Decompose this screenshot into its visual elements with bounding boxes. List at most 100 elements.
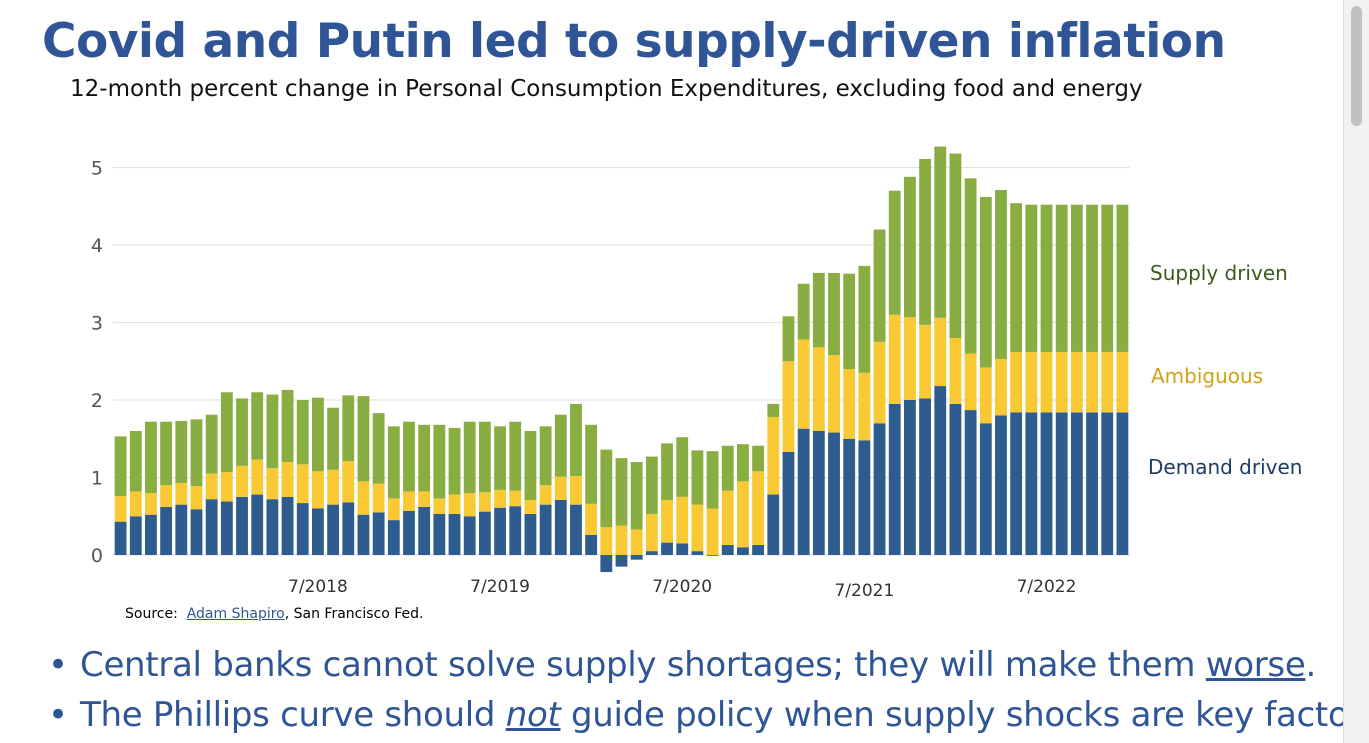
bar-ambiguous <box>372 483 385 513</box>
bar-demand <box>1086 412 1098 555</box>
bar-demand <box>964 410 977 555</box>
bar-ambiguous <box>797 339 810 429</box>
bar-ambiguous <box>630 529 643 555</box>
bar-ambiguous <box>327 469 340 505</box>
bar-demand <box>114 521 127 555</box>
bullet-dot: • <box>48 645 68 685</box>
scrollbar-thumb[interactable] <box>1351 6 1362 126</box>
bar-demand <box>721 544 734 555</box>
bar-ambiguous <box>767 417 780 495</box>
bar-ambiguous <box>661 499 673 543</box>
bar-supply <box>1055 204 1068 352</box>
bar-ambiguous <box>979 367 992 424</box>
bar-supply <box>342 395 355 462</box>
bar-supply <box>797 283 810 340</box>
bullet-emphasis: not <box>505 695 561 735</box>
bar-supply <box>1070 204 1083 352</box>
bar-demand <box>828 432 840 555</box>
bar-ambiguous <box>585 503 598 535</box>
bar-supply <box>919 158 932 325</box>
bar-demand <box>327 504 340 555</box>
bar-demand <box>782 451 795 555</box>
bar-demand <box>524 513 537 555</box>
bar-supply <box>236 398 248 466</box>
bar-ambiguous <box>858 372 871 441</box>
source-prefix: Source: <box>125 606 178 622</box>
bar-demand <box>858 440 871 555</box>
bar-demand <box>676 543 689 555</box>
bar-ambiguous <box>311 471 324 509</box>
bullet-text: Central banks cannot solve supply shorta… <box>80 645 1206 685</box>
bar-supply <box>327 407 340 470</box>
legend-supply-driven: Supply driven <box>1150 261 1288 285</box>
bar-supply <box>615 458 628 526</box>
bar-supply <box>220 392 233 473</box>
legend-ambiguous: Ambiguous <box>1151 364 1264 388</box>
y-tick-label: 2 <box>91 390 103 412</box>
bar-demand <box>1070 412 1083 555</box>
bar-demand <box>554 499 567 555</box>
bar-supply <box>175 420 188 483</box>
bar-ambiguous <box>509 490 522 507</box>
bar-demand <box>1040 412 1053 555</box>
bar-ambiguous <box>220 472 233 502</box>
bullet-emphasis: worse <box>1205 645 1306 685</box>
bar-supply <box>645 456 658 514</box>
bar-ambiguous <box>752 471 765 545</box>
bar-supply <box>706 451 719 509</box>
bar-ambiguous <box>281 462 294 497</box>
bar-ambiguous <box>1086 351 1098 413</box>
bar-supply <box>585 424 598 504</box>
chart-subtitle: 12-month percent change in Personal Cons… <box>70 76 1143 102</box>
bar-supply <box>448 427 461 495</box>
bar-ambiguous <box>691 504 704 552</box>
bar-supply <box>296 400 309 465</box>
bar-demand <box>645 551 658 555</box>
bar-demand <box>995 415 1007 555</box>
bar-demand <box>752 544 765 555</box>
bar-ambiguous <box>478 492 491 512</box>
bar-supply <box>737 444 749 482</box>
bar-demand <box>600 555 613 573</box>
bar-demand <box>448 513 461 555</box>
bar-supply <box>509 421 522 491</box>
bar-ambiguous <box>1040 351 1053 413</box>
bar-demand <box>175 504 188 555</box>
bar-ambiguous <box>251 459 264 495</box>
bar-supply <box>752 445 765 472</box>
bar-demand <box>691 551 704 555</box>
bar-supply <box>888 190 901 315</box>
slide-title: Covid and Putin led to supply-driven inf… <box>42 14 1226 69</box>
bar-demand <box>630 555 643 560</box>
bar-demand <box>615 555 628 567</box>
bar-supply <box>995 189 1007 359</box>
bar-supply <box>205 414 218 474</box>
bar-supply <box>524 431 537 500</box>
bar-demand <box>706 555 719 556</box>
bar-demand <box>903 400 916 555</box>
bar-ambiguous <box>296 464 309 504</box>
bar-supply <box>949 153 962 338</box>
bar-demand <box>1116 412 1129 555</box>
bar-supply <box>190 419 203 487</box>
bar-supply <box>782 316 795 362</box>
bar-supply <box>1040 204 1053 352</box>
bar-supply <box>873 229 886 342</box>
source-author-link[interactable]: Adam Shapiro <box>186 606 285 622</box>
bar-ambiguous <box>919 324 932 399</box>
bar-supply <box>1101 204 1114 352</box>
bar-supply <box>433 424 446 499</box>
y-tick-label: 5 <box>91 158 103 180</box>
bar-demand <box>979 423 992 555</box>
bar-supply <box>934 146 947 318</box>
bar-ambiguous <box>357 481 370 515</box>
bar-supply <box>251 392 264 460</box>
bar-supply <box>463 421 476 493</box>
bar-supply <box>964 178 977 354</box>
bar-supply <box>979 196 992 368</box>
bar-demand <box>797 428 810 555</box>
vertical-scrollbar[interactable] <box>1343 0 1369 743</box>
bar-demand <box>372 512 385 555</box>
bar-demand <box>661 542 673 555</box>
bar-demand <box>251 494 264 555</box>
